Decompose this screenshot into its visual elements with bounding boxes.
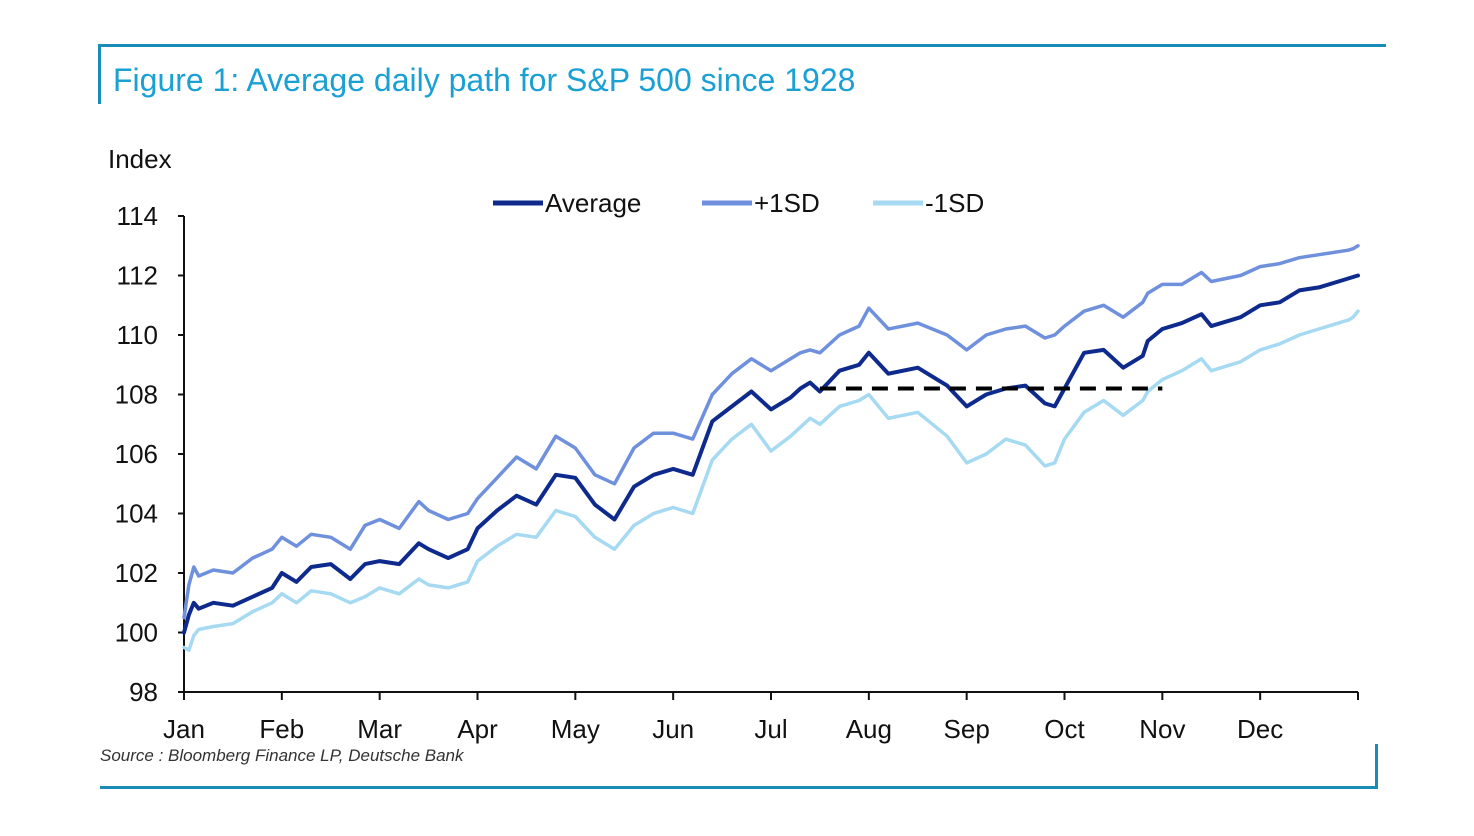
x-tick-label: May	[551, 714, 600, 744]
legend-label: -1SD	[925, 188, 984, 218]
y-axis: 98 100 102 104 106 108 110 112 114	[115, 201, 185, 707]
frame-top-border	[98, 44, 1386, 47]
frame-left-border	[98, 44, 101, 104]
x-tick-label: Aug	[846, 714, 892, 744]
series-line-average	[182, 273, 1360, 635]
x-tick-label: Dec	[1237, 714, 1283, 744]
y-tick-label: 108	[115, 380, 158, 410]
frame-right-border	[1375, 744, 1378, 789]
legend: Average +1SD -1SD	[493, 188, 984, 218]
y-tick-label: 110	[117, 320, 158, 350]
series-line-minus-1sd	[182, 309, 1360, 653]
x-tick-label: Jan	[163, 714, 205, 744]
y-tick-label: 106	[115, 439, 158, 469]
y-tick-label: 104	[115, 499, 158, 529]
y-tick-label: 114	[117, 201, 158, 231]
x-tick-label: Sep	[944, 714, 990, 744]
source-note: Source : Bloomberg Finance LP, Deutsche …	[100, 746, 464, 765]
legend-label: Average	[545, 188, 641, 218]
y-tick-label: 100	[115, 618, 158, 648]
x-tick-label: Jun	[652, 714, 694, 744]
series-line-plusminus-1sd	[182, 244, 1360, 620]
frame-bottom-border	[100, 786, 1378, 789]
y-tick-label: 98	[129, 677, 158, 707]
x-axis: Jan Feb Mar Apr May Jun Jul Aug Sep Oct Nov Dec	[163, 691, 1359, 744]
y-tick-label: 112	[117, 261, 158, 291]
y-tick-label: 102	[115, 558, 158, 588]
x-tick-label: Apr	[457, 714, 498, 744]
figure-title: Figure 1: Average daily path for S&P 500…	[113, 62, 856, 98]
y-axis-label: Index	[108, 144, 172, 174]
x-tick-label: Feb	[259, 714, 304, 744]
x-tick-label: Mar	[357, 714, 402, 744]
x-tick-label: Jul	[754, 714, 787, 744]
x-tick-label: Nov	[1139, 714, 1185, 744]
legend-label: +1SD	[754, 188, 820, 218]
plot-area	[182, 244, 1360, 653]
x-tick-label: Oct	[1044, 714, 1085, 744]
